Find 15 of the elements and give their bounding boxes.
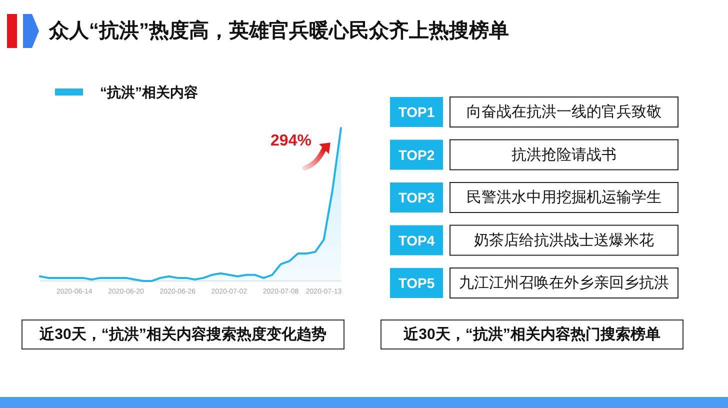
- text: 民警洪水中用挖掘机运输学生: [466, 189, 662, 206]
- text: 近30天，“抗洪”相关内容搜索热度变化趋势: [38, 325, 326, 343]
- legend-label: “抗洪”相关内容: [100, 84, 198, 100]
- text: 近30天，“抗洪”相关内容热门搜索榜单: [402, 325, 660, 343]
- category-label: TOP5: [398, 275, 435, 291]
- text: 抗洪抢险请战书: [512, 146, 616, 164]
- category-label: TOP3: [398, 190, 435, 206]
- category-label: TOP2: [398, 146, 435, 163]
- category-label: TOP4: [398, 232, 435, 248]
- category-label: TOP1: [398, 104, 435, 120]
- text: 九江江州召唤在外乡亲回乡抗洪: [459, 274, 669, 292]
- chart-title: 众人“抗洪”热度高，英雄官兵暖心民众齐上热搜榜单: [48, 19, 509, 42]
- text: 向奋战在抗洪一线的官兵致敬: [466, 104, 662, 120]
- annotation: 294%: [270, 132, 312, 150]
- text: 奶茶店给抗洪战士送爆米花: [474, 232, 654, 249]
